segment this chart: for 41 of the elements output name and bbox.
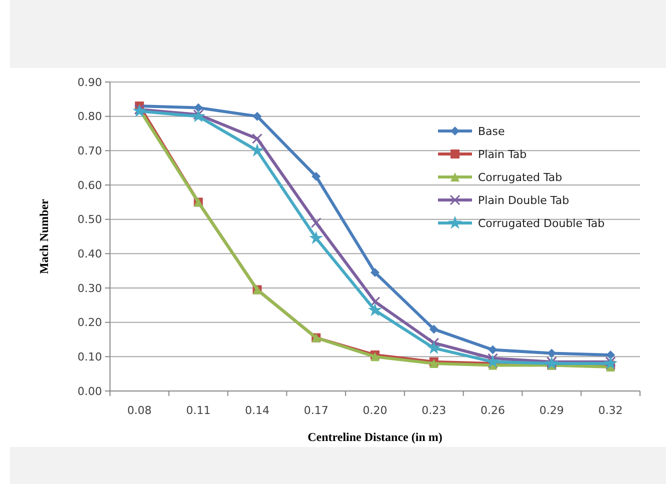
y-tick-label: 0.60	[78, 178, 102, 192]
y-tick-label: 0.90	[78, 76, 102, 89]
point	[191, 109, 206, 122]
point	[368, 303, 382, 316]
legend-label: Plain Tab	[478, 148, 527, 161]
x-tick-label: 0.17	[304, 404, 328, 417]
point	[606, 350, 616, 360]
point	[312, 172, 321, 181]
point	[310, 218, 322, 228]
point	[252, 133, 262, 144]
y-tick-label: 0.80	[78, 110, 102, 124]
point	[426, 340, 441, 354]
x-tick-label: 0.08	[127, 404, 152, 417]
legend-label: Base	[478, 124, 506, 138]
point	[250, 143, 264, 157]
x-tick-label: 0.23	[422, 404, 446, 417]
y-tick-label: 0.50	[78, 213, 102, 226]
x-tick-label: 0.29	[539, 404, 564, 417]
point	[428, 338, 440, 348]
point	[488, 353, 498, 364]
y-tick-label: 0.40	[78, 248, 102, 261]
x-tick-label: 0.26	[480, 404, 506, 417]
y-tick-label: 0.70	[78, 144, 102, 158]
legend-label: Corrugated Double Tab	[478, 216, 605, 230]
legend-label: Corrugated Tab	[478, 170, 562, 184]
point	[370, 268, 380, 278]
point	[252, 112, 262, 121]
x-tick-label: 0.20	[362, 404, 388, 417]
x-tick-label: 0.14	[244, 404, 270, 417]
y-tick-label: 0.00	[78, 384, 102, 398]
y-tick-label: 0.30	[78, 282, 102, 295]
x-tick-label: 0.11	[186, 404, 211, 417]
legend-label: Plain Double Tab	[478, 194, 570, 207]
point	[309, 230, 324, 244]
x-axis-title: Centreline Distance (in m)	[308, 430, 442, 444]
y-axis-title: Mach Number	[37, 198, 51, 274]
point	[370, 296, 380, 307]
y-tick-label: 0.10	[78, 350, 102, 364]
x-tick-label: 0.32	[598, 404, 623, 417]
y-tick-label: 0.20	[78, 316, 102, 330]
point	[429, 324, 438, 334]
